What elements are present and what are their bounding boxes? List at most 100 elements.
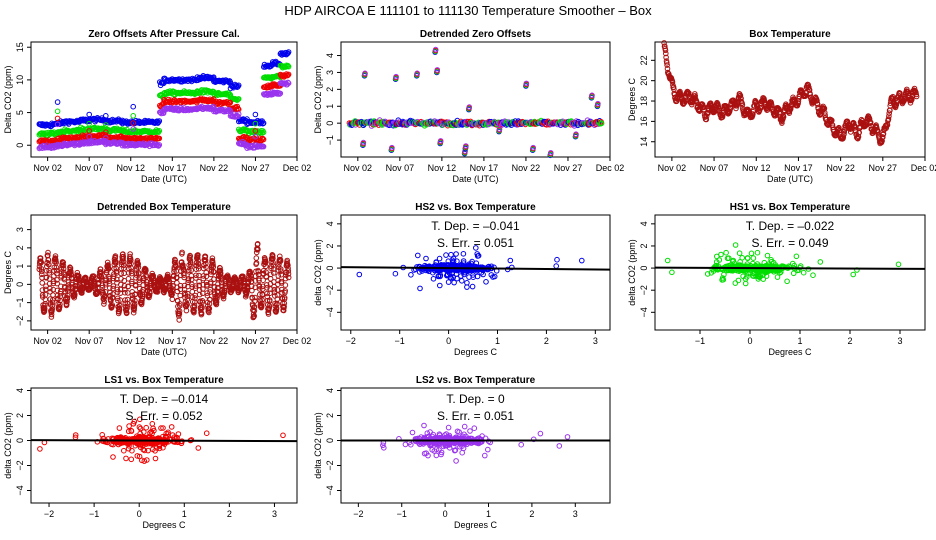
y-tick-label: 4 bbox=[15, 388, 25, 393]
data-point bbox=[103, 129, 109, 135]
y-tick-label: 20 bbox=[639, 76, 649, 86]
x-tick-label: 0 bbox=[137, 509, 142, 519]
y-tick-label: 3 bbox=[325, 70, 335, 75]
y-tick-label: 0 bbox=[325, 121, 335, 126]
y-tick-label: −1 bbox=[15, 297, 25, 307]
x-tick-label: 1 bbox=[797, 336, 802, 346]
x-tick-label: Dec 02 bbox=[596, 163, 625, 173]
data-point bbox=[393, 73, 399, 80]
data-point bbox=[227, 99, 234, 106]
data-point bbox=[282, 282, 289, 288]
data-point bbox=[285, 72, 291, 79]
y-tick-label: 0 bbox=[15, 143, 25, 148]
x-tick-label: Nov 17 bbox=[158, 163, 187, 173]
y-tick-label: 2 bbox=[639, 243, 649, 248]
data-point bbox=[235, 96, 242, 102]
data-point bbox=[260, 129, 267, 136]
y-tick-label: 16 bbox=[639, 116, 649, 126]
data-point bbox=[598, 120, 605, 127]
data-point bbox=[260, 120, 267, 126]
regression-line bbox=[340, 266, 611, 271]
panel-title: HS1 vs. Box Temperature bbox=[730, 202, 851, 213]
y-tick-label: −4 bbox=[325, 307, 335, 317]
data-point bbox=[548, 150, 554, 156]
y-tick-label: 0 bbox=[15, 438, 25, 443]
y-tick-label: −2 bbox=[15, 460, 25, 470]
data-point bbox=[156, 128, 163, 134]
x-tick-label: 3 bbox=[272, 509, 277, 519]
y-tick-label: −4 bbox=[639, 307, 649, 317]
y-axis-label: delta CO2 (ppm) bbox=[313, 239, 323, 306]
data-point bbox=[389, 144, 395, 151]
data-point bbox=[392, 270, 399, 277]
data-point bbox=[155, 143, 162, 149]
x-tick-label: Dec 02 bbox=[911, 163, 936, 173]
data-point bbox=[739, 254, 746, 261]
data-point bbox=[817, 259, 824, 265]
data-point bbox=[360, 139, 367, 146]
x-tick-label: Dec 02 bbox=[283, 336, 312, 346]
y-tick-label: 1 bbox=[15, 264, 25, 269]
data-point bbox=[235, 111, 242, 117]
data-point bbox=[54, 108, 61, 115]
data-point bbox=[235, 82, 242, 89]
x-tick-label: Nov 07 bbox=[75, 336, 104, 346]
data-point bbox=[434, 67, 441, 73]
main-title: HDP AIRCOA E 111101 to 111130 Temperatur… bbox=[284, 3, 652, 18]
plot-frame bbox=[30, 41, 298, 158]
data-point bbox=[177, 292, 183, 299]
y-tick-label: −2 bbox=[639, 285, 649, 295]
data-point bbox=[285, 62, 291, 69]
x-tick-label: Nov 07 bbox=[386, 163, 415, 173]
y-tick-label: 4 bbox=[325, 221, 335, 226]
data-point bbox=[260, 143, 267, 150]
data-point bbox=[483, 279, 489, 285]
data-point bbox=[121, 447, 127, 454]
data-point bbox=[579, 257, 585, 264]
data-points bbox=[36, 241, 292, 323]
data-point bbox=[54, 115, 61, 122]
y-tick-label: 0 bbox=[15, 282, 25, 287]
panel-ls1-vs-box: LS1 vs. Box Temperature−2 −1 0 1 2 3−4−2024De… bbox=[3, 375, 298, 530]
y-tick-label: 4 bbox=[639, 221, 649, 226]
x-tick-label: Nov 02 bbox=[33, 336, 62, 346]
data-point bbox=[723, 249, 729, 256]
panel-title: Detrended Zero Offsets bbox=[420, 29, 532, 40]
y-axis-label: delta CO2 (ppm) bbox=[627, 239, 637, 306]
stat-serr: S. Err. = 0.051 bbox=[437, 236, 514, 250]
data-point bbox=[469, 283, 476, 290]
data-point bbox=[125, 290, 131, 296]
data-point bbox=[121, 270, 127, 277]
x-tick-label: Nov 22 bbox=[200, 163, 229, 173]
data-point bbox=[103, 122, 109, 128]
y-tick-label: 1 bbox=[325, 104, 335, 109]
y-tick-label: 22 bbox=[639, 55, 649, 65]
data-point bbox=[437, 138, 444, 144]
x-axis-label: Degrees C bbox=[142, 520, 186, 530]
data-point bbox=[156, 142, 163, 148]
y-tick-label: −2 bbox=[15, 316, 25, 326]
panel-zero-offsets: Zero Offsets After Pressure Cal.Nov 02 No… bbox=[3, 29, 311, 184]
y-tick-label: −2 bbox=[325, 285, 335, 295]
data-point bbox=[437, 282, 443, 289]
data-point bbox=[732, 242, 739, 248]
panels: Zero Offsets After Pressure Cal.Nov 02 No… bbox=[3, 29, 936, 530]
x-axis-label: Date (UTC) bbox=[141, 174, 187, 184]
data-point bbox=[152, 455, 159, 462]
data-point bbox=[790, 270, 797, 277]
x-tick-label: Nov 12 bbox=[428, 163, 457, 173]
data-point bbox=[285, 79, 291, 86]
data-point bbox=[156, 118, 163, 124]
y-tick-label: 2 bbox=[15, 245, 25, 250]
data-point bbox=[252, 111, 259, 118]
data-point bbox=[736, 250, 743, 256]
data-point bbox=[445, 279, 452, 285]
data-point bbox=[669, 269, 675, 276]
data-point bbox=[226, 106, 232, 113]
data-point bbox=[474, 273, 481, 280]
data-point bbox=[463, 143, 469, 149]
data-point bbox=[253, 255, 260, 261]
data-point bbox=[260, 135, 266, 142]
